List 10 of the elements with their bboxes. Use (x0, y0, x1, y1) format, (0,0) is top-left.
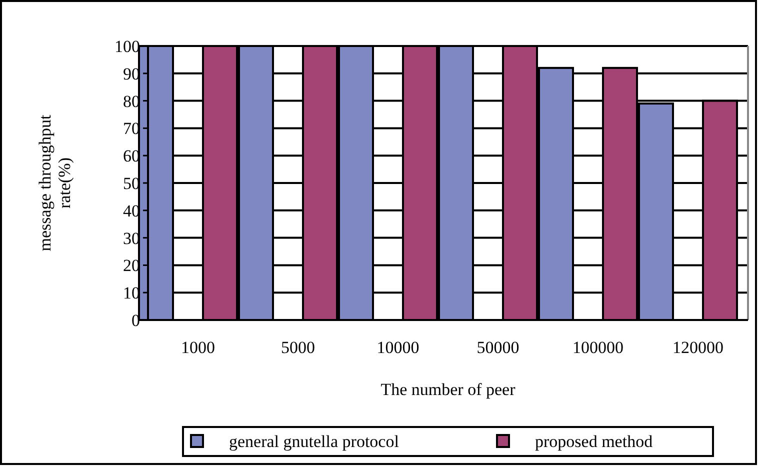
x-tick-label: 50000 (476, 338, 520, 357)
x-tick-label: 120000 (672, 338, 724, 357)
x-tick-label: 5000 (281, 338, 315, 357)
x-tick-label: 10000 (376, 338, 420, 357)
x-axis-title: The number of peer (380, 380, 516, 399)
x-tick-label: 1000 (181, 338, 215, 357)
legend-label: general gnutella protocol (229, 432, 400, 451)
y-axis-title: message throughput rate(%) (35, 114, 74, 252)
legend-label: proposed method (535, 432, 654, 451)
x-tick-label: 100000 (572, 338, 624, 357)
